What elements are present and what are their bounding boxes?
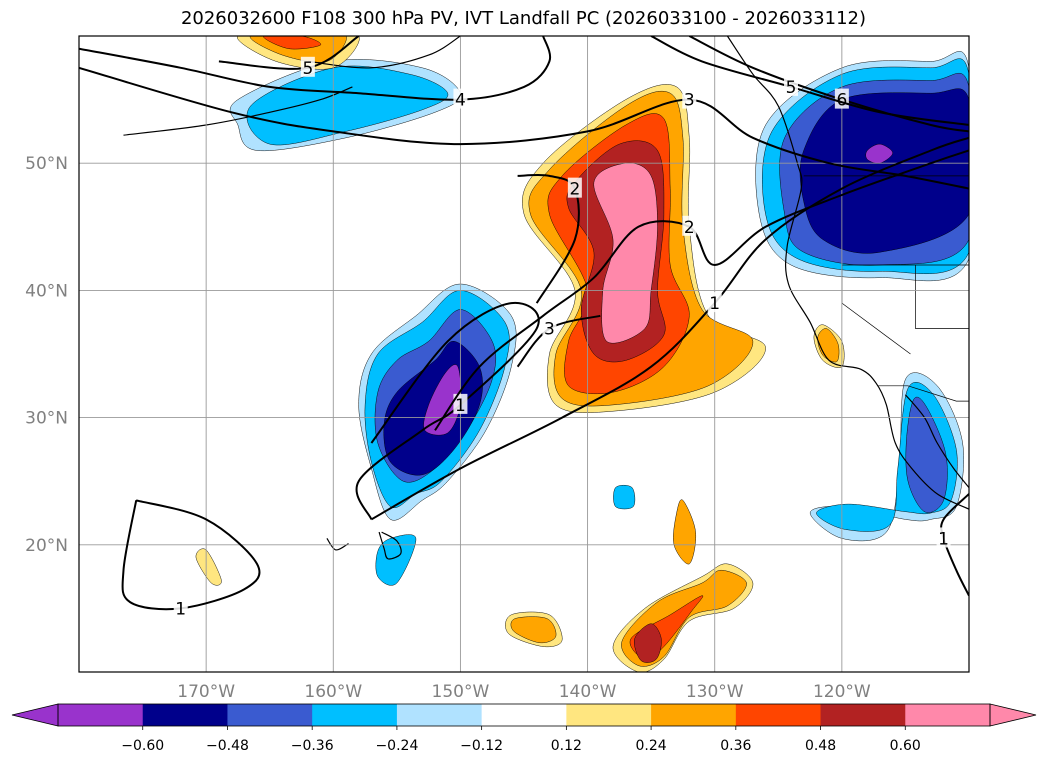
- colorbar-segment: [566, 704, 652, 726]
- colorbar-segment: [651, 704, 737, 726]
- contour-label-bg: [173, 597, 188, 618]
- colorbar-segment: [735, 704, 822, 726]
- x-tick-label: 130°W: [686, 682, 744, 702]
- colorbar-tick-label: −0.48: [206, 738, 249, 754]
- pv-fill-region: [673, 499, 697, 565]
- pv-fill-region: [613, 484, 636, 510]
- pv-contour-line: [121, 499, 261, 611]
- contour-label: 2: [684, 218, 695, 238]
- colorbar-segment: [58, 704, 144, 726]
- contour-label: 1: [455, 396, 466, 416]
- colorbar-tick-label: −0.36: [291, 738, 334, 754]
- pv-fill-region: [510, 616, 557, 644]
- coastline: [326, 538, 349, 551]
- filled-contours: [195, 36, 969, 672]
- contour-label: 5: [302, 59, 313, 79]
- contour-label: 3: [544, 320, 555, 340]
- contour-label-bg: [542, 317, 557, 338]
- colorbar-tick-label: 0.36: [720, 738, 751, 754]
- coastline: [726, 36, 969, 510]
- political-border: [915, 265, 969, 329]
- coastline: [123, 86, 353, 136]
- contour-label-bg: [707, 292, 722, 313]
- contour-label-bg: [936, 527, 951, 548]
- pv-contour-line: [355, 301, 540, 520]
- pv-fill-region: [905, 396, 948, 513]
- y-tick-label: 40°N: [25, 281, 68, 301]
- coastline: [378, 531, 402, 560]
- contour-label-bg: [567, 177, 582, 198]
- pv-fill-region: [263, 36, 322, 50]
- x-tick-label: 160°W: [304, 682, 362, 702]
- pv-fill-region: [375, 534, 417, 586]
- contour-label: 5: [786, 78, 797, 98]
- colorbar-segment: [905, 704, 991, 726]
- contour-label-bg: [682, 215, 697, 236]
- colorbar-tick-label: −0.60: [121, 738, 164, 754]
- x-tick-label: 140°W: [559, 682, 617, 702]
- colorbar-tick-label: 0.60: [890, 738, 921, 754]
- x-tick-label: 150°W: [432, 682, 490, 702]
- colorbar-extend-high: [989, 703, 1037, 727]
- contour-label-bg: [300, 56, 315, 77]
- pv-contours: 1 1 1 1 2 3 2 3 4 5 6 5: [79, 36, 969, 619]
- contour-label-bg: [453, 393, 468, 414]
- x-tick-label: 170°W: [177, 682, 235, 702]
- contour-label: 1: [175, 599, 186, 619]
- colorbar-segment: [227, 704, 313, 726]
- y-tick-label: 30°N: [25, 409, 68, 429]
- map-title: 2026032600 F108 300 hPa PV, IVT Landfall…: [180, 8, 867, 29]
- colorbar-tick-label: 0.48: [805, 738, 836, 754]
- pv-fill-region: [633, 623, 662, 663]
- colorbar-tick-label: −0.12: [460, 738, 503, 754]
- x-tick-labels: 170°W 160°W 150°W 140°W 130°W 120°W: [177, 682, 871, 702]
- colorbar-segment: [396, 704, 483, 726]
- colorbar-tick-label: 0.24: [636, 738, 667, 754]
- colorbar-tick-label: 0.12: [551, 738, 582, 754]
- contour-label: 6: [836, 91, 847, 111]
- pv-fill-region: [593, 162, 658, 344]
- contour-label: 1: [709, 294, 720, 314]
- pv-contour-line: [370, 136, 969, 521]
- y-tick-label: 20°N: [25, 536, 68, 556]
- pv-fill-region: [799, 88, 969, 254]
- contour-label-bg: [453, 88, 468, 109]
- pv-contour-line: [79, 36, 552, 101]
- colorbar-segment: [481, 704, 567, 726]
- contour-label: 2: [569, 180, 580, 200]
- colorbar-segment: [312, 704, 398, 726]
- plot-frame: [78, 35, 970, 673]
- colorbar-segment: [820, 704, 906, 726]
- colorbar-segment: [142, 704, 228, 726]
- colorbar: −0.60 −0.48 −0.36 −0.24 −0.12 0.12 0.24 0.36 0.4…: [11, 703, 1037, 754]
- y-tick-label: 50°N: [25, 154, 68, 174]
- pv-fill-region: [195, 548, 222, 586]
- pv-fill-region: [865, 143, 893, 164]
- contour-label-bg: [784, 75, 798, 96]
- pv-contour-line: [79, 66, 969, 190]
- colorbar-tick-label: −0.24: [375, 738, 418, 754]
- y-tick-labels: 20°N 30°N 40°N 50°N: [25, 154, 68, 556]
- contour-label: 3: [684, 91, 695, 111]
- political-border: [877, 385, 969, 402]
- contour-label: 1: [938, 529, 949, 549]
- coastline: [904, 394, 969, 488]
- x-tick-label: 120°W: [813, 682, 871, 702]
- contour-label-bg: [682, 88, 697, 109]
- colorbar-extend-low: [11, 703, 59, 727]
- contour-label: 4: [455, 91, 466, 111]
- gridlines: [79, 36, 969, 672]
- colorbar-frame: [57, 703, 991, 727]
